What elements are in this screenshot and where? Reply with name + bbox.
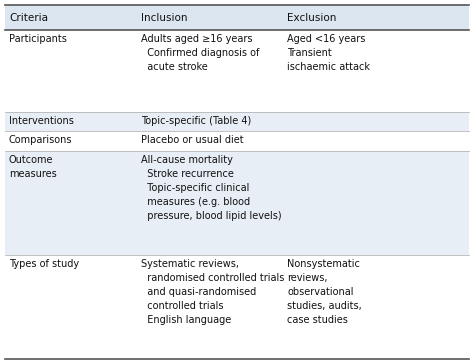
Text: Aged <16 years
Transient
ischaemic attack: Aged <16 years Transient ischaemic attac… [287, 34, 370, 72]
Text: Systematic reviews,
  randomised controlled trials
  and quasi-randomised
  cont: Systematic reviews, randomised controlle… [141, 259, 284, 325]
Text: Outcome
measures: Outcome measures [9, 155, 57, 179]
Text: Interventions: Interventions [9, 115, 74, 126]
Text: Nonsystematic
reviews,
observational
studies, audits,
case studies: Nonsystematic reviews, observational stu… [287, 259, 362, 325]
Bar [5, 5, 469, 30]
Bar [5, 151, 469, 255]
Text: Exclusion: Exclusion [287, 13, 337, 23]
Text: All-cause mortality
  Stroke recurrence
  Topic-specific clinical
  measures (e.: All-cause mortality Stroke recurrence To… [141, 155, 282, 221]
Text: Topic-specific (Table 4): Topic-specific (Table 4) [141, 115, 252, 126]
Text: Inclusion: Inclusion [141, 13, 188, 23]
Text: Placebo or usual diet: Placebo or usual diet [141, 135, 244, 146]
Text: Adults aged ≥16 years
  Confirmed diagnosis of
  acute stroke: Adults aged ≥16 years Confirmed diagnosi… [141, 34, 260, 72]
Text: Comparisons: Comparisons [9, 135, 73, 146]
Bar [5, 111, 469, 131]
Text: Types of study: Types of study [9, 259, 79, 269]
Text: Criteria: Criteria [9, 13, 48, 23]
Text: Participants: Participants [9, 34, 67, 44]
